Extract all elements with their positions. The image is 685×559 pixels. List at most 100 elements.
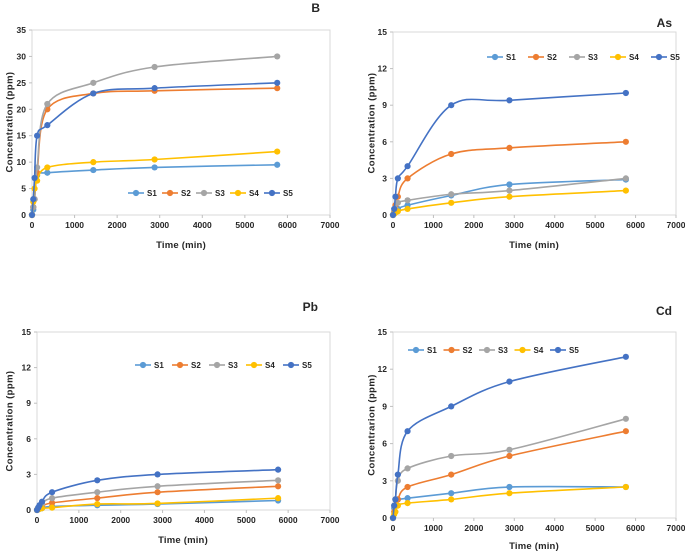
tick-label: 10 — [17, 157, 27, 167]
legend-marker-S4 — [234, 189, 242, 197]
tick-label: 9 — [382, 100, 387, 110]
data-point-S3 — [622, 175, 629, 182]
legend-label-S4: S4 — [265, 361, 275, 370]
legend-label-S1: S1 — [147, 189, 157, 198]
tick-label: 15 — [22, 327, 32, 337]
tick-label: 5000 — [237, 515, 256, 525]
legend-marker-S3 — [200, 189, 208, 197]
series-S4 — [28, 148, 281, 219]
data-point-S5 — [389, 211, 397, 219]
axes: 0 1000 2000 3000 4000 5000 6000 7000 0 3 6 9 12 15 — [378, 327, 685, 533]
data-point-S3 — [44, 100, 51, 108]
tick-label: 3000 — [505, 523, 524, 533]
tick-label: 3 — [26, 469, 31, 479]
tick-label: 7000 — [321, 220, 340, 230]
tick-label: 7000 — [667, 523, 685, 533]
data-point-S1 — [404, 495, 411, 502]
data-point-S2 — [274, 483, 282, 490]
data-point-S1 — [90, 166, 97, 174]
tick-label: 0 — [21, 210, 26, 220]
legend-label-S5: S5 — [569, 346, 579, 355]
data-point-S4 — [151, 156, 158, 163]
data-point-S3 — [154, 483, 161, 490]
data-point-S4 — [90, 159, 97, 166]
data-point-S5 — [274, 79, 281, 86]
data-point-S3 — [394, 199, 401, 206]
legend-marker-S1 — [132, 189, 140, 197]
legend-label-S2: S2 — [181, 189, 191, 198]
data-point-S5 — [392, 496, 399, 503]
legend-marker-S1 — [491, 53, 499, 61]
tick-label: 12 — [378, 64, 388, 74]
tick-label: 15 — [17, 131, 27, 141]
axes: 0 1000 2000 3000 4000 5000 6000 7000 0 3 6 9 12 15 — [22, 327, 340, 525]
legend-marker-S5 — [268, 189, 276, 197]
tick-label: 25 — [17, 78, 27, 88]
legend-marker-S1 — [139, 361, 147, 369]
legend-label-S3: S3 — [498, 346, 508, 355]
tick-label: 3000 — [150, 220, 169, 230]
data-point-S5 — [154, 471, 161, 478]
legend-marker-S5 — [655, 53, 663, 61]
tick-label: 5000 — [235, 220, 254, 230]
chart-title: As — [656, 16, 672, 30]
legend-marker-S2 — [176, 361, 184, 369]
tick-label: 0 — [382, 513, 387, 523]
data-point-S5 — [394, 175, 401, 182]
tick-label: 0 — [30, 220, 35, 230]
data-point-S3 — [448, 191, 455, 198]
data-point-S5 — [404, 428, 411, 435]
legend-marker-S4 — [519, 346, 526, 354]
data-point-S1 — [506, 181, 513, 188]
tick-label: 5000 — [586, 523, 605, 533]
axes: 0 1000 2000 3000 4000 5000 6000 7000 0 3 6 9 12 15 — [378, 27, 685, 230]
series-S5 — [389, 89, 629, 219]
data-point-S5 — [506, 97, 513, 104]
legend-label-S4: S4 — [249, 189, 259, 198]
chart-canvas-b: 0 1000 2000 3000 4000 5000 6000 7000 0 5 10 15 20 25 3… — [17, 25, 340, 230]
legend-label-S2: S2 — [191, 361, 201, 370]
tick-label: 9 — [382, 401, 387, 411]
legend: S1 S2 S3 S4 S5 — [135, 361, 312, 370]
tick-label: 3000 — [505, 220, 524, 230]
x-axis-label: Time (min) — [156, 240, 206, 251]
tick-label: 3 — [382, 173, 387, 183]
chart-panel-pb: 0 1000 2000 3000 4000 5000 6000 7000 0 3 6 9 12 15 S1 S… — [0, 280, 342, 559]
tick-label: 6000 — [278, 220, 297, 230]
data-point-S3 — [90, 79, 97, 86]
data-point-S4 — [154, 500, 161, 507]
tick-label: 12 — [378, 364, 388, 374]
tick-label: 2000 — [464, 220, 483, 230]
y-axis-label: Concentration (ppm) — [4, 71, 16, 173]
data-point-S5 — [44, 122, 51, 129]
tick-label: 30 — [17, 51, 27, 61]
tick-label: 0 — [391, 523, 396, 533]
data-point-S5 — [389, 514, 397, 522]
data-point-S5 — [448, 403, 455, 410]
data-point-S5 — [90, 90, 97, 97]
tick-label: 6 — [382, 137, 387, 147]
series-S5 — [28, 79, 281, 219]
data-point-S5 — [622, 89, 629, 97]
data-point-S2 — [404, 175, 411, 182]
data-point-S3 — [404, 197, 411, 204]
legend: S1 S2 S3 S4 S5 — [408, 346, 579, 355]
data-point-S1 — [44, 169, 51, 176]
x-axis-label: Time (min) — [158, 535, 208, 546]
tick-label: 15 — [378, 327, 388, 337]
data-point-S5 — [622, 353, 629, 360]
tick-label: 5 — [21, 184, 26, 194]
tick-label: 6000 — [279, 515, 298, 525]
data-point-S1 — [448, 490, 455, 497]
data-point-S5 — [94, 477, 101, 484]
legend-label-S1: S1 — [154, 361, 164, 370]
series-S3 — [389, 415, 629, 522]
data-point-S5 — [274, 466, 282, 473]
data-point-S4 — [448, 496, 455, 503]
series-S1 — [389, 483, 629, 522]
chart-title: Cd — [656, 304, 672, 318]
